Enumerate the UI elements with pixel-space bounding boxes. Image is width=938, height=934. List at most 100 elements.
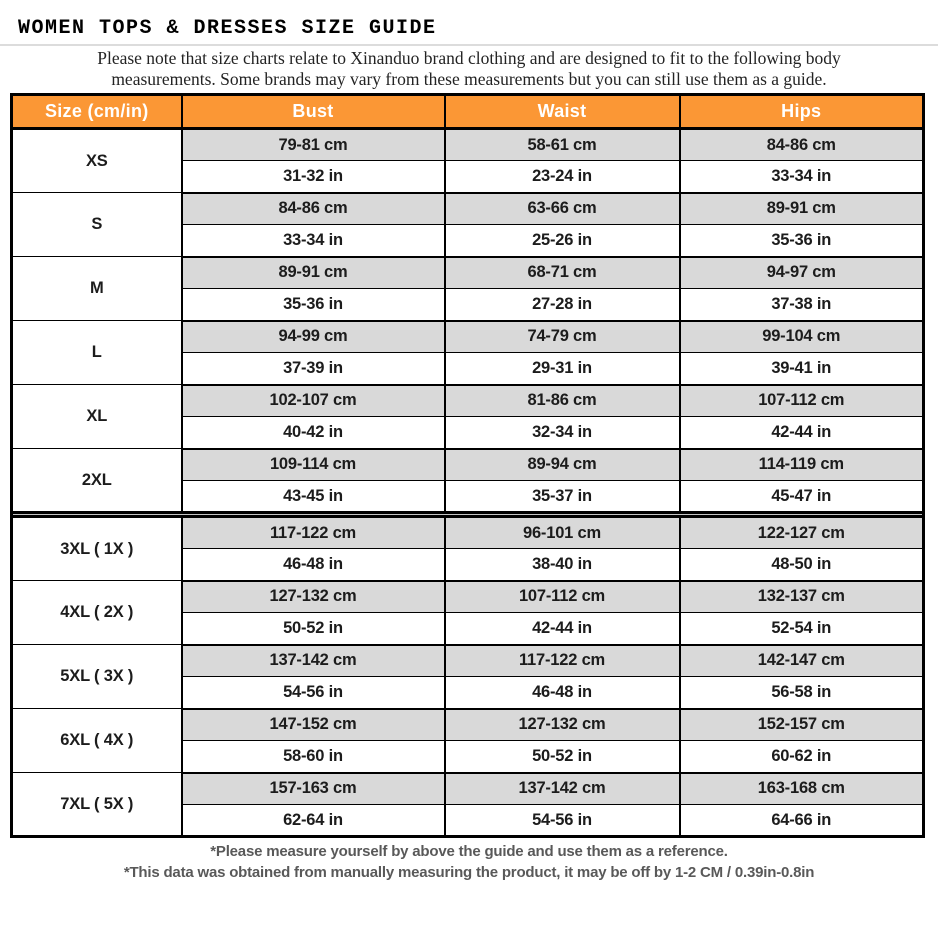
waist-in-cell: 27-28 in <box>443 288 681 322</box>
waist-cm-cell: 58-61 cm <box>443 128 681 161</box>
bust-in-cell: 33-34 in <box>180 224 446 258</box>
size-label: 2XL <box>10 448 183 513</box>
size-label: 3XL ( 1X ) <box>10 516 183 581</box>
intro-note: Please note that size charts relate to X… <box>8 48 930 90</box>
footnote-measure-reference: *Please measure yourself by above the gu… <box>210 843 728 860</box>
footnote-tolerance: *This data was obtained from manually me… <box>123 864 815 881</box>
bust-cm-cell: 137-142 cm <box>180 644 446 677</box>
hips-cm-cell: 152-157 cm <box>678 708 925 741</box>
size-label: 5XL ( 3X ) <box>10 644 183 709</box>
hips-in-cell: 33-34 in <box>678 160 925 194</box>
waist-cm-cell: 96-101 cm <box>443 516 681 549</box>
hips-in-cell: 42-44 in <box>678 416 925 450</box>
bust-in-cell: 40-42 in <box>180 416 446 450</box>
bust-in-cell: 35-36 in <box>180 288 446 322</box>
waist-in-cell: 54-56 in <box>443 804 681 838</box>
waist-in-cell: 42-44 in <box>443 612 681 646</box>
waist-in-cell: 32-34 in <box>443 416 681 450</box>
table-row-cm: XL 102-107 cm 81-86 cm 107-112 cm <box>10 384 925 449</box>
waist-in-cell: 25-26 in <box>443 224 681 258</box>
size-label: L <box>10 320 183 385</box>
size-label: 6XL ( 4X ) <box>10 708 183 773</box>
table-row-cm: XS 79-81 cm 58-61 cm 84-86 cm <box>10 128 925 193</box>
table-row-cm: 5XL ( 3X ) 137-142 cm 117-122 cm 142-147… <box>10 644 925 709</box>
table-row-cm: L 94-99 cm 74-79 cm 99-104 cm <box>10 320 925 385</box>
hips-in-cell: 56-58 in <box>678 676 925 710</box>
hips-in-cell: 35-36 in <box>678 224 925 258</box>
table-row-in: 62-64 in 54-56 in 64-66 in <box>12 804 925 838</box>
column-header-size: Size (cm/in) <box>10 94 183 130</box>
waist-cm-cell: 107-112 cm <box>443 580 681 613</box>
size-label: M <box>10 256 183 321</box>
page-title: WOMEN TOPS & DRESSES SIZE GUIDE <box>18 17 437 40</box>
hips-in-cell: 39-41 in <box>678 352 925 386</box>
table-row-in: 54-56 in 46-48 in 56-58 in <box>12 676 925 710</box>
waist-cm-cell: 117-122 cm <box>443 644 681 677</box>
hips-in-cell: 45-47 in <box>678 480 925 514</box>
hips-in-cell: 64-66 in <box>678 804 925 838</box>
bust-cm-cell: 89-91 cm <box>180 256 446 289</box>
waist-in-cell: 23-24 in <box>443 160 681 194</box>
size-label: XS <box>10 128 183 193</box>
table-row-in: 31-32 in 23-24 in 33-34 in <box>12 160 925 194</box>
column-header-bust: Bust <box>180 94 446 130</box>
column-header-waist: Waist <box>443 94 681 130</box>
waist-in-cell: 50-52 in <box>443 740 681 774</box>
waist-in-cell: 29-31 in <box>443 352 681 386</box>
hips-cm-cell: 89-91 cm <box>678 192 925 225</box>
table-row-in: 46-48 in 38-40 in 48-50 in <box>12 548 925 582</box>
hips-in-cell: 37-38 in <box>678 288 925 322</box>
header-row: Size (cm/in) Bust Waist Hips <box>10 94 925 130</box>
title-divider <box>0 44 938 46</box>
size-label: S <box>10 192 183 257</box>
footnotes: *Please measure yourself by above the gu… <box>0 843 938 881</box>
table-row-in: 33-34 in 25-26 in 35-36 in <box>12 224 925 258</box>
size-chart-table: Size (cm/in) Bust Waist Hips XS 79-81 cm… <box>10 93 925 838</box>
waist-cm-cell: 68-71 cm <box>443 256 681 289</box>
size-label: 4XL ( 2X ) <box>10 580 183 645</box>
table-row-in: 37-39 in 29-31 in 39-41 in <box>12 352 925 386</box>
bust-cm-cell: 117-122 cm <box>180 516 446 549</box>
hips-cm-cell: 122-127 cm <box>678 516 925 549</box>
bust-cm-cell: 94-99 cm <box>180 320 446 353</box>
waist-cm-cell: 127-132 cm <box>443 708 681 741</box>
bust-in-cell: 58-60 in <box>180 740 446 774</box>
hips-in-cell: 52-54 in <box>678 612 925 646</box>
bust-cm-cell: 109-114 cm <box>180 448 446 481</box>
bust-in-cell: 62-64 in <box>180 804 446 838</box>
bust-in-cell: 54-56 in <box>180 676 446 710</box>
waist-in-cell: 38-40 in <box>443 548 681 582</box>
table-row-cm: 2XL 109-114 cm 89-94 cm 114-119 cm <box>10 448 925 513</box>
bust-cm-cell: 84-86 cm <box>180 192 446 225</box>
size-label: XL <box>10 384 183 449</box>
bust-cm-cell: 127-132 cm <box>180 580 446 613</box>
table-row-in: 58-60 in 50-52 in 60-62 in <box>12 740 925 774</box>
waist-cm-cell: 137-142 cm <box>443 772 681 805</box>
size-label: 7XL ( 5X ) <box>10 772 183 837</box>
bust-cm-cell: 79-81 cm <box>180 128 446 161</box>
hips-cm-cell: 107-112 cm <box>678 384 925 417</box>
intro-note-line1: Please note that size charts relate to X… <box>97 48 841 68</box>
waist-cm-cell: 74-79 cm <box>443 320 681 353</box>
waist-cm-cell: 63-66 cm <box>443 192 681 225</box>
table-row-in: 40-42 in 32-34 in 42-44 in <box>12 416 925 450</box>
table-row-cm: 6XL ( 4X ) 147-152 cm 127-132 cm 152-157… <box>10 708 925 773</box>
bust-cm-cell: 102-107 cm <box>180 384 446 417</box>
hips-cm-cell: 94-97 cm <box>678 256 925 289</box>
column-header-hips: Hips <box>678 94 925 130</box>
bust-cm-cell: 147-152 cm <box>180 708 446 741</box>
intro-note-line2: measurements. Some brands may vary from … <box>111 69 827 89</box>
table-row-in: 43-45 in 35-37 in 45-47 in <box>12 480 925 514</box>
waist-cm-cell: 89-94 cm <box>443 448 681 481</box>
hips-cm-cell: 163-168 cm <box>678 772 925 805</box>
plus-size-divider <box>10 511 925 518</box>
waist-in-cell: 46-48 in <box>443 676 681 710</box>
hips-in-cell: 60-62 in <box>678 740 925 774</box>
hips-cm-cell: 84-86 cm <box>678 128 925 161</box>
table-row-cm: 4XL ( 2X ) 127-132 cm 107-112 cm 132-137… <box>10 580 925 645</box>
waist-cm-cell: 81-86 cm <box>443 384 681 417</box>
table-row-cm: S 84-86 cm 63-66 cm 89-91 cm <box>10 192 925 257</box>
waist-in-cell: 35-37 in <box>443 480 681 514</box>
table-row-cm: 7XL ( 5X ) 157-163 cm 137-142 cm 163-168… <box>10 772 925 837</box>
